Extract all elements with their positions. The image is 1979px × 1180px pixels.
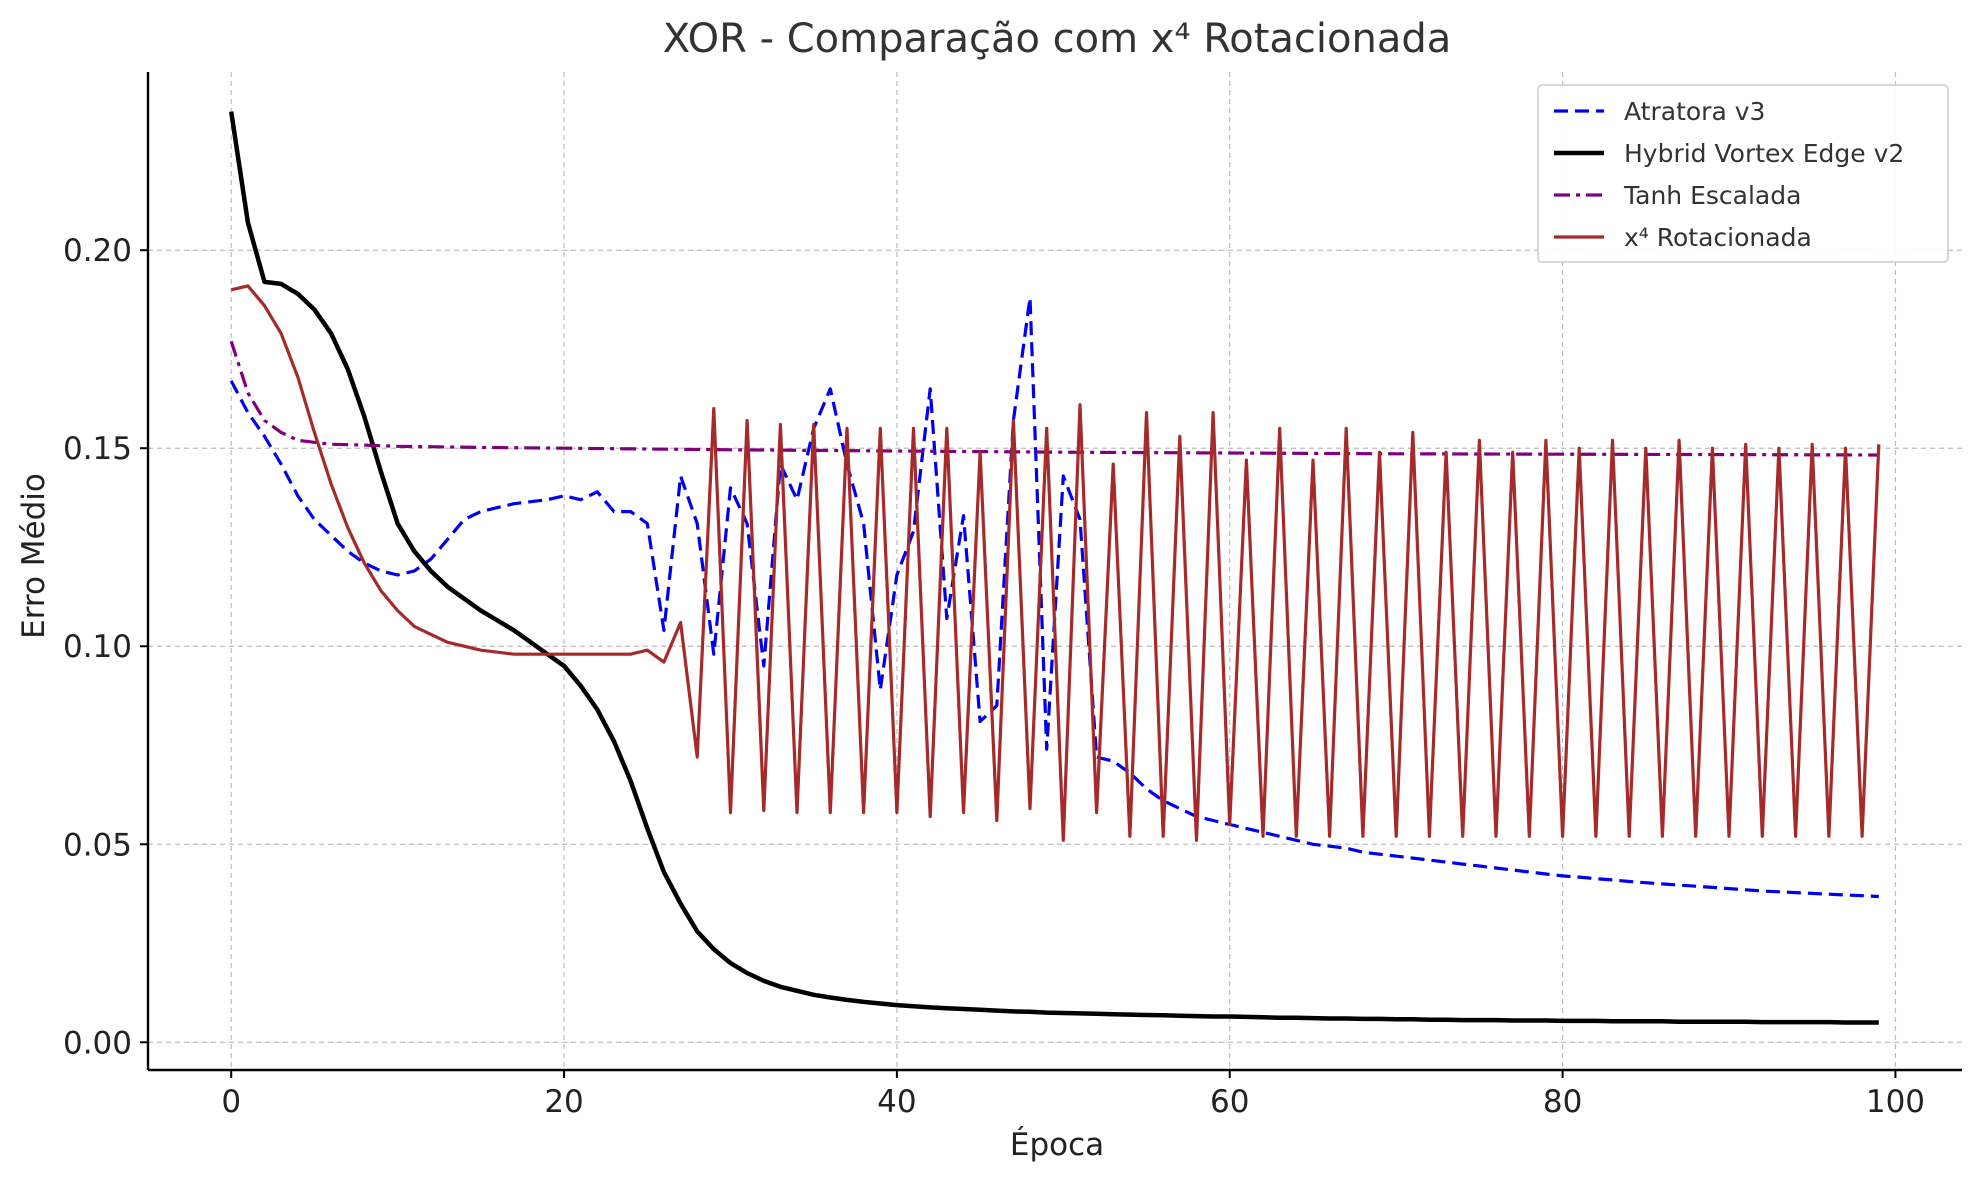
x-axis-label: Época [1010, 1127, 1104, 1163]
x-tick-label: 80 [1543, 1084, 1582, 1120]
ticks: 0 20 40 60 80 100 0.00 0.05 0.10 0.15 0.20 [63, 233, 1925, 1120]
legend-label: Hybrid Vortex Edge v2 [1624, 139, 1904, 168]
x-tick-label: 60 [1210, 1084, 1249, 1120]
x-tick-label: 40 [877, 1084, 916, 1120]
legend-label: x⁴ Rotacionada [1624, 223, 1812, 252]
y-tick-label: 0.20 [63, 233, 132, 269]
y-tick-label: 0.00 [63, 1025, 132, 1061]
y-tick-label: 0.15 [63, 431, 132, 467]
series-line-atratora-v3 [229, 296, 1879, 899]
axes [146, 72, 1962, 1072]
x-tick-label: 100 [1866, 1084, 1925, 1120]
y-tick-label: 0.10 [63, 629, 132, 665]
x-tick-label: 20 [544, 1084, 583, 1120]
series-line-hybrid-vortex-edge-v2 [228, 111, 1879, 1025]
legend-box [1537, 84, 1949, 263]
legend-label: Tanh Escalada [1623, 181, 1801, 210]
x-tick-label: 0 [221, 1084, 241, 1120]
legend: Atratora v3 Hybrid Vortex Edge v2 Tanh Esc… [1537, 84, 1949, 263]
series-line-tanh-escalada [229, 340, 1879, 457]
series-line-x-rotacionada [230, 284, 1881, 842]
chart-title: XOR - Comparação com x⁴ Rotacionada [663, 16, 1451, 62]
y-axis-label: Erro Médio [16, 473, 52, 639]
legend-label: Atratora v3 [1624, 97, 1765, 126]
series-layer [228, 111, 1881, 1025]
y-tick-label: 0.05 [63, 827, 132, 863]
